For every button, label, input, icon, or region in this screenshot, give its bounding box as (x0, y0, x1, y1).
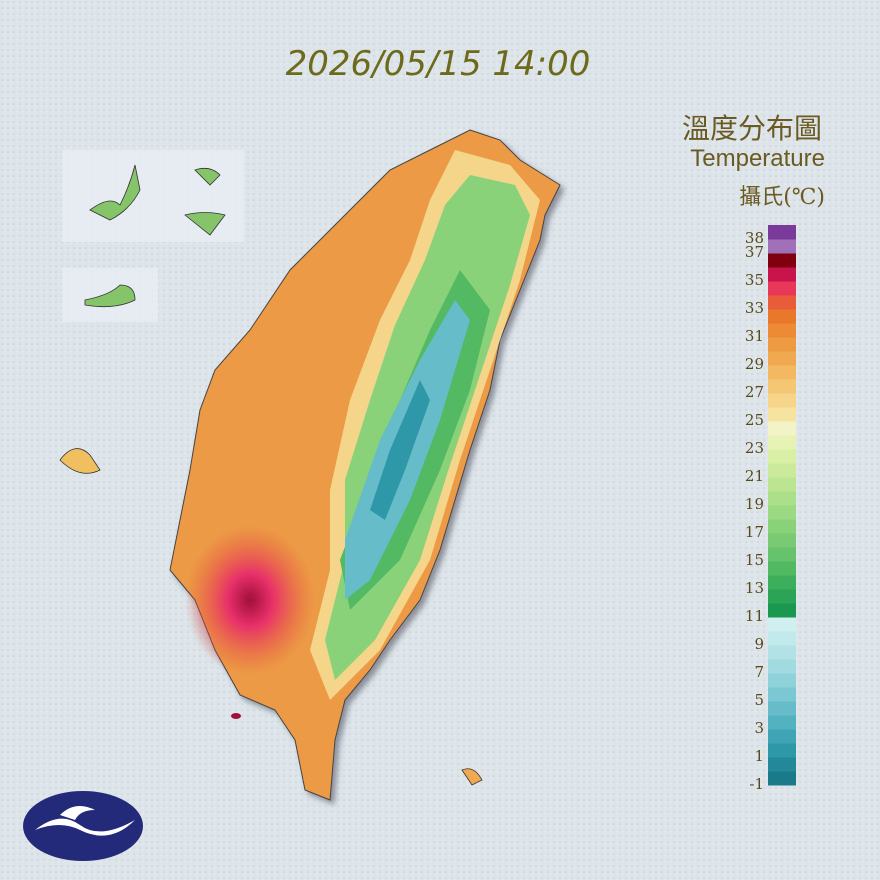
legend-swatch (768, 645, 796, 660)
legend-swatch (768, 701, 796, 716)
legend-swatch (768, 463, 796, 478)
legend-swatch (768, 449, 796, 464)
legend-swatch (768, 421, 796, 436)
legend-tick-label: 29 (745, 355, 764, 373)
legend-tick-label: 35 (745, 271, 764, 289)
legend-swatch (768, 435, 796, 450)
legend-swatch (768, 309, 796, 324)
legend-swatch (768, 673, 796, 688)
legend-tick-label: 27 (745, 383, 764, 401)
legend-title: 溫度分布圖 (682, 112, 822, 145)
legend-tick-label: 21 (745, 467, 764, 485)
legend-tick-label: 5 (754, 691, 764, 709)
legend-tick-label: 11 (745, 607, 764, 625)
legend-tick-label: 25 (745, 411, 764, 429)
cwa-logo (23, 791, 143, 861)
legend-tick-label: 17 (745, 523, 764, 541)
legend-tick-label: 7 (754, 663, 764, 681)
inset-islands (59, 150, 483, 786)
legend-tick-label: 3 (754, 719, 764, 737)
legend-swatch (768, 281, 796, 296)
legend-swatch (768, 729, 796, 744)
legend-swatch (768, 757, 796, 772)
legend-swatch (768, 603, 796, 618)
legend-tick-label: 15 (745, 551, 764, 569)
legend-swatch (768, 575, 796, 590)
legend-tick-label: 13 (745, 579, 764, 597)
map-title: 2026/05/15 14:00 (286, 44, 591, 84)
legend-swatch (768, 379, 796, 394)
legend-swatch (768, 365, 796, 380)
legend-tick-label: -1 (749, 775, 764, 793)
taiwan-temperature (169, 129, 561, 801)
legend-tick-label: 23 (745, 439, 764, 457)
legend-swatch (768, 659, 796, 674)
legend-swatch (768, 407, 796, 422)
legend-tick-label: 9 (754, 635, 764, 653)
legend-tick-label: 33 (745, 299, 764, 317)
legend-swatch (768, 267, 796, 282)
legend-swatch (768, 631, 796, 646)
legend-tick-label: 37 (745, 243, 764, 261)
legend-swatch (768, 323, 796, 338)
legend-tick-label: 19 (745, 495, 764, 513)
legend-swatch (768, 491, 796, 506)
legend-swatch (768, 239, 796, 254)
legend-swatch (768, 351, 796, 366)
legend-swatch (768, 393, 796, 408)
legend-swatch (768, 617, 796, 632)
legend-swatch (768, 687, 796, 702)
legend-unit: 攝氏(℃) (739, 185, 825, 210)
legend-swatch (768, 589, 796, 604)
legend-swatch (768, 771, 796, 786)
legend-swatch (768, 547, 796, 562)
legend-swatch (768, 477, 796, 492)
legend-swatch (768, 715, 796, 730)
legend-swatch (768, 519, 796, 534)
legend-subtitle: Temperature (690, 145, 825, 172)
legend-swatch (768, 743, 796, 758)
legend-tick-label: 31 (745, 327, 764, 345)
legend-swatch (768, 225, 796, 240)
legend-swatch (768, 533, 796, 548)
legend-tick-label: 1 (754, 747, 764, 765)
legend-swatch (768, 253, 796, 268)
legend-swatch (768, 337, 796, 352)
legend-swatch (768, 295, 796, 310)
legend-tick-label: 38 (745, 229, 764, 247)
legend-swatch (768, 561, 796, 576)
legend-swatch (768, 505, 796, 520)
legend: 溫度分布圖 Temperature 攝氏(℃) 3837353331292725… (682, 112, 825, 793)
